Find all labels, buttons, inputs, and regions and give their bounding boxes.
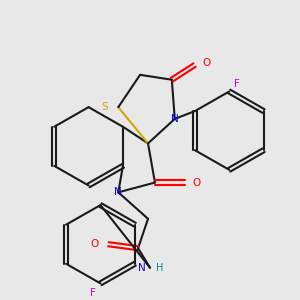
Text: O: O — [202, 58, 211, 68]
Text: N: N — [114, 187, 122, 197]
Text: O: O — [90, 239, 99, 249]
Text: F: F — [90, 288, 95, 298]
Text: N: N — [171, 114, 178, 124]
Text: S: S — [101, 102, 108, 112]
Text: O: O — [192, 178, 201, 188]
Text: H: H — [156, 263, 164, 273]
Text: F: F — [234, 79, 240, 88]
Text: N: N — [138, 263, 146, 273]
